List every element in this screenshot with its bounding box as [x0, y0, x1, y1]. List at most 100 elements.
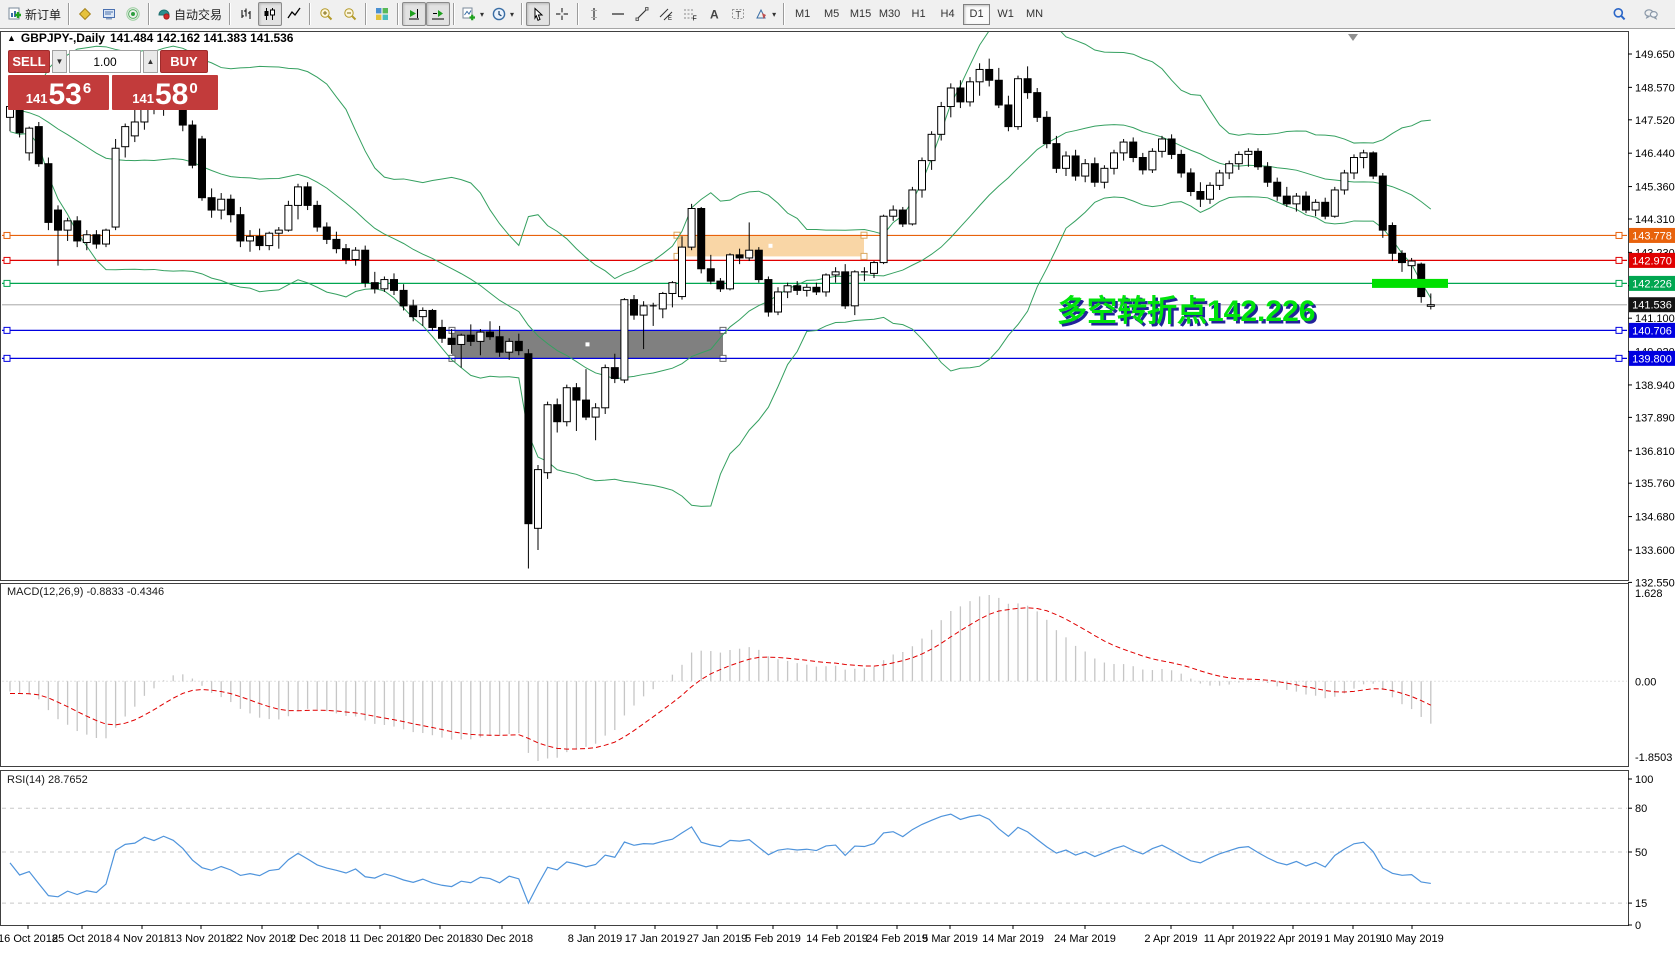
- rsi-axis-label: 0: [1635, 920, 1641, 932]
- shapes-button[interactable]: ▾: [750, 2, 780, 26]
- search-icon: [1613, 8, 1626, 21]
- hline-button[interactable]: [606, 2, 630, 26]
- toolbar-right-group: [1607, 2, 1671, 26]
- sell-price-display[interactable]: 141 53 6: [8, 75, 109, 110]
- candle-body: [1148, 150, 1157, 171]
- chat-icon: [1644, 9, 1658, 20]
- price-tick-label: 141.100: [1635, 313, 1675, 325]
- pivot-annotation-text[interactable]: 多空转折点142.226: [1057, 295, 1316, 328]
- rsi-line: [9, 813, 1431, 905]
- candle-body: [687, 208, 696, 248]
- date-label: 5 Feb 2019: [745, 933, 801, 945]
- indicators-button[interactable]: ▾: [458, 2, 488, 26]
- timeframe-mn-button[interactable]: MN: [1026, 8, 1044, 20]
- date-label: 1 May 2019: [1324, 933, 1381, 945]
- vline-button[interactable]: [582, 2, 606, 26]
- line-handle[interactable]: [3, 354, 11, 362]
- channel-button[interactable]: E: [654, 2, 678, 26]
- zoom-out-button[interactable]: [338, 2, 362, 26]
- macd-signal-line: [9, 607, 1432, 750]
- support-line-2[interactable]: [2, 354, 1627, 362]
- periods-button[interactable]: ▾: [488, 2, 518, 26]
- line-handle[interactable]: [1615, 326, 1623, 334]
- styler-button[interactable]: [73, 2, 97, 26]
- date-label: 5 Mar 2019: [922, 933, 978, 945]
- price-axis[interactable]: 149.650 148.570 147.520 146.440 145.360 144.3…: [1628, 49, 1675, 932]
- fibonacci-button[interactable]: F: [678, 2, 702, 26]
- volume-decrease-button[interactable]: ▼: [52, 50, 67, 73]
- bar-chart-button[interactable]: [234, 2, 258, 26]
- timeframe-h4-button[interactable]: H4: [940, 8, 955, 20]
- toolbar-separator: [309, 3, 312, 25]
- timeframe-w1-button[interactable]: W1: [997, 8, 1014, 20]
- date-label: 13 Nov 2018: [170, 933, 232, 945]
- volume-input[interactable]: [69, 50, 141, 73]
- chart-shift-button[interactable]: [426, 2, 451, 26]
- chat-button[interactable]: [1639, 2, 1663, 26]
- crosshair-button[interactable]: [550, 2, 574, 26]
- line-handle[interactable]: [1615, 354, 1623, 362]
- line-chart-button[interactable]: [282, 2, 306, 26]
- text-button[interactable]: A: [702, 2, 726, 26]
- line-handle[interactable]: [1615, 231, 1623, 239]
- price-tag-142.970: 142.970: [1629, 252, 1675, 268]
- timeframe-m5-button[interactable]: M5: [823, 8, 840, 20]
- candle-body: [111, 147, 120, 228]
- line-handle[interactable]: [3, 231, 11, 239]
- tile-windows-button[interactable]: [370, 2, 394, 26]
- resistance-line-2[interactable]: [2, 256, 1627, 264]
- new-order-button[interactable]: 新订单: [4, 2, 65, 26]
- sell-button[interactable]: SELL: [8, 50, 50, 73]
- pivot-highlight-bar[interactable]: [1372, 278, 1448, 288]
- cursor-button[interactable]: [526, 2, 551, 26]
- rsi-axis-label: 15: [1635, 898, 1647, 910]
- price-tick-label: 135.760: [1635, 478, 1675, 490]
- auto-scroll-button[interactable]: [402, 2, 427, 26]
- candle-body: [130, 121, 139, 137]
- chart-area[interactable]: 149.650 148.570 147.520 146.440 145.360 144.3…: [0, 29, 1675, 953]
- terminal-button[interactable]: [97, 2, 121, 26]
- pivot-line[interactable]: [2, 279, 1627, 287]
- candle-body: [92, 234, 101, 245]
- candle-body: [831, 271, 840, 276]
- candle-body: [1062, 155, 1070, 169]
- candle-body: [562, 387, 571, 423]
- volume-increase-button[interactable]: ▲: [143, 50, 158, 73]
- candle-body: [994, 79, 1003, 106]
- box-handle[interactable]: [860, 252, 868, 260]
- buy-price-display[interactable]: 141 58 0: [112, 75, 218, 110]
- candle-body: [246, 235, 254, 242]
- line-handle[interactable]: [3, 326, 11, 334]
- price-tick-label: 146.440: [1635, 148, 1675, 160]
- timeframe-m15-button[interactable]: M15: [849, 8, 872, 20]
- buy-button[interactable]: BUY: [160, 50, 208, 73]
- auto-trading-button[interactable]: 自动交易: [153, 2, 226, 26]
- line-handle[interactable]: [3, 279, 11, 287]
- search-button[interactable]: [1607, 2, 1631, 26]
- timeframe-d1-button[interactable]: D1: [963, 3, 991, 25]
- timeframe-m1-button[interactable]: M1: [794, 8, 811, 20]
- candle-body: [1398, 252, 1406, 264]
- candle-body: [198, 138, 206, 199]
- timeframe-m30-button[interactable]: M30: [878, 8, 901, 20]
- price-tag-143.778: 143.778: [1629, 227, 1675, 243]
- signals-button[interactable]: [121, 2, 145, 26]
- line-handle[interactable]: [1615, 279, 1623, 287]
- candle-body: [284, 204, 293, 231]
- candle-body: [1014, 78, 1022, 128]
- chart-shift-marker[interactable]: [1348, 34, 1358, 41]
- trendline-button[interactable]: [630, 2, 654, 26]
- label-button[interactable]: T: [726, 2, 750, 26]
- line-handle[interactable]: [1615, 256, 1623, 264]
- candle-body: [601, 367, 610, 409]
- line-handle[interactable]: [3, 256, 11, 264]
- candle-body: [1119, 141, 1128, 154]
- candle-body: [783, 285, 792, 293]
- macd-pane: [0, 583, 1629, 767]
- timeframe-h1-button[interactable]: H1: [911, 8, 926, 20]
- zoom-in-button[interactable]: [314, 2, 338, 26]
- candle-chart-button[interactable]: [258, 2, 283, 26]
- candle-body: [754, 249, 763, 281]
